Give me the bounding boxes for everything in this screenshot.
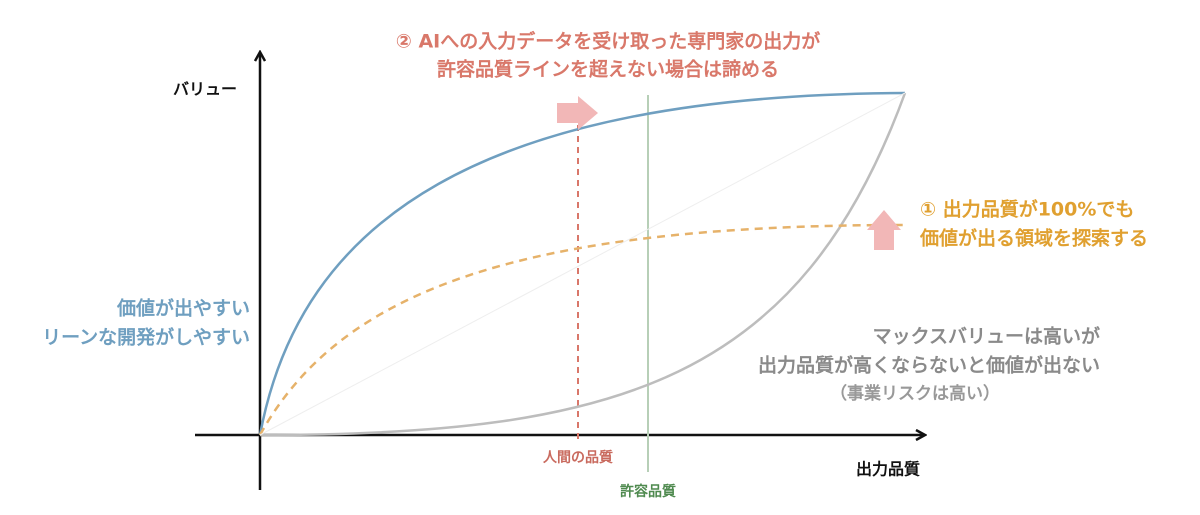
- lean-curve: [258, 91, 906, 436]
- annotation-1-line: ① 出力品質が100%でも: [920, 198, 1134, 221]
- human-quality-label: 人間の品質: [542, 449, 613, 466]
- max-value-curve: [259, 92, 907, 437]
- y-axis-label: バリュー: [173, 80, 237, 99]
- lean-line: リーンな開発がしやすい: [42, 326, 250, 349]
- max-value-note: （事業リスクは高い）: [830, 383, 1000, 404]
- right-arrow: [557, 96, 598, 130]
- x-axis-label: 出力品質: [856, 460, 920, 479]
- acceptable-quality-label: 許容品質: [620, 483, 676, 500]
- lean-line: 価値が出やすい: [116, 297, 250, 320]
- max-value-line: 出力品質が高くならないと価値が出ない: [758, 354, 1100, 377]
- annotation-2-line: ② AIへの入力データを受け取った専門家の出力が: [396, 30, 820, 53]
- explore-curve: [258, 223, 906, 436]
- annotation-1-line: 価値が出る領域を探索する: [919, 227, 1148, 250]
- annotation-2-line: 許容品質ラインを超えない場合は諦める: [437, 58, 779, 81]
- up-arrow: [867, 210, 901, 250]
- max-value-line: マックスバリューは高いが: [873, 325, 1100, 348]
- diagonal: [259, 92, 906, 436]
